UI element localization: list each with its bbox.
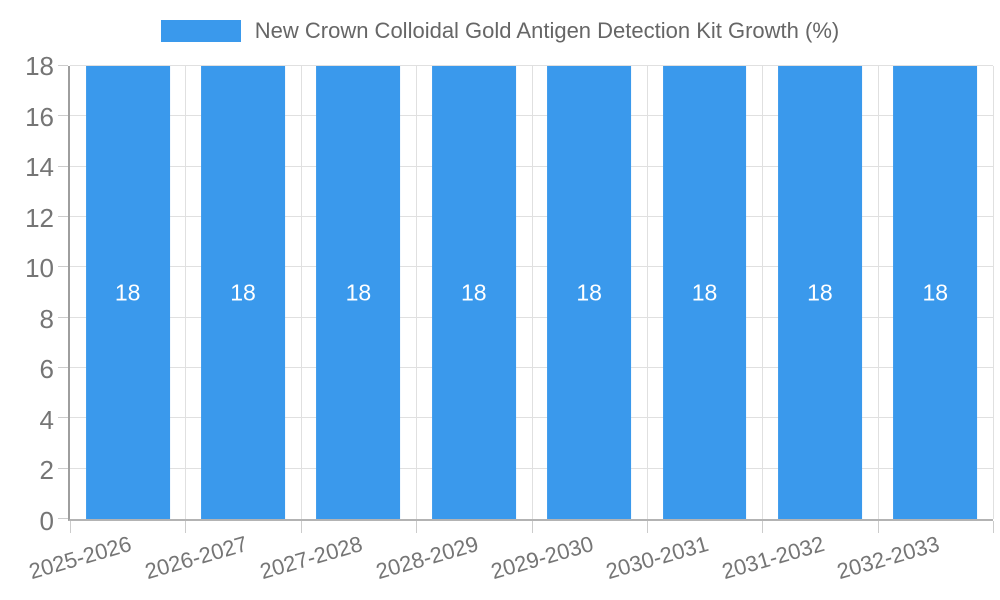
bar[interactable]: 18: [431, 66, 516, 519]
x-axis-tick: [531, 521, 533, 533]
bar[interactable]: 18: [662, 66, 747, 519]
x-tick-label: 2030-2031: [603, 531, 712, 585]
bar[interactable]: 18: [316, 66, 401, 519]
y-axis-tick: [58, 216, 68, 218]
y-axis-labels: 0 2 4 6 8 10 12 14 16 18: [0, 53, 54, 534]
y-axis-tick: [58, 165, 68, 167]
bar[interactable]: 18: [85, 66, 170, 519]
bar-value-label: 18: [345, 279, 372, 305]
x-tick-label: 2026-2027: [141, 531, 250, 585]
bar-category: 18: [301, 66, 416, 519]
gridline-vertical: [300, 66, 302, 519]
gridline-vertical: [993, 66, 994, 519]
bar-value-label: 18: [922, 279, 949, 305]
bar-value-label: 18: [691, 279, 718, 305]
x-axis-tick: [877, 521, 879, 533]
y-axis-tick: [58, 266, 68, 268]
y-tick-label: 4: [39, 404, 54, 435]
bar-category: 18: [647, 66, 762, 519]
x-axis-tick: [416, 521, 418, 533]
y-tick-label: 8: [39, 303, 54, 334]
legend-item[interactable]: New Crown Colloidal Gold Antigen Detecti…: [160, 18, 840, 44]
bar-value-label: 18: [230, 279, 256, 305]
y-tick-label: 18: [25, 51, 54, 81]
x-tick-label: 2032-2033: [834, 531, 943, 585]
bar-category: 18: [416, 66, 531, 519]
gridline-vertical: [416, 66, 418, 519]
gridline-vertical: [185, 66, 187, 519]
bar-category: 18: [878, 66, 993, 519]
y-tick-label: 12: [25, 202, 54, 233]
x-tick-label: 2027-2028: [257, 531, 366, 585]
gridline-vertical: [877, 66, 879, 519]
y-axis-tick: [58, 65, 68, 66]
bar-category: 18: [70, 66, 185, 519]
bar[interactable]: 18: [201, 66, 285, 519]
x-axis-tick: [993, 521, 994, 533]
bar-value-label: 18: [576, 279, 602, 305]
x-axis-tick: [762, 521, 764, 533]
bar-category: 18: [532, 66, 647, 519]
plot-area: 18 18 18 18 18 18 18 18 2025-2026 2026-2027 2027-…: [27, 65, 994, 584]
legend-swatch: [160, 20, 241, 42]
y-axis-tick: [58, 115, 68, 117]
y-axis-tick: [58, 417, 68, 419]
bar[interactable]: 18: [547, 66, 632, 519]
y-axis-tick: [58, 367, 68, 369]
bar-category: 18: [762, 66, 877, 519]
chart-legend: New Crown Colloidal Gold Antigen Detecti…: [0, 18, 1000, 44]
bar-value-label: 18: [114, 279, 141, 305]
y-tick-label: 0: [39, 506, 54, 536]
x-tick-label: 2025-2026: [26, 531, 135, 585]
bar-category: 18: [185, 66, 300, 519]
x-axis-tick: [185, 521, 187, 533]
x-tick-label: 2031-2032: [718, 531, 827, 585]
x-tick-label: 2029-2030: [488, 531, 597, 585]
bar-value-label: 18: [461, 279, 487, 305]
y-tick-label: 6: [39, 354, 54, 385]
gridline-vertical: [762, 66, 764, 519]
y-tick-label: 16: [25, 101, 54, 132]
y-tick-label: 10: [25, 253, 54, 284]
gridline-horizontal: [70, 65, 993, 66]
x-axis-tick: [646, 521, 648, 533]
x-tick-label: 2028-2029: [372, 531, 481, 585]
y-axis-tick: [58, 316, 68, 318]
y-axis-tick: [58, 467, 68, 469]
gridline-vertical: [531, 66, 533, 519]
x-axis-tick: [300, 521, 302, 533]
bar-value-label: 18: [807, 279, 833, 305]
gridline-vertical: [646, 66, 648, 519]
bar[interactable]: 18: [778, 66, 862, 519]
bar[interactable]: 18: [893, 66, 978, 519]
y-tick-label: 2: [39, 455, 54, 486]
bars-row: 18 18 18 18 18 18 18 18: [70, 66, 993, 519]
x-axis-tick: [70, 521, 71, 533]
y-axis-tick: [58, 518, 68, 519]
legend-label: New Crown Colloidal Gold Antigen Detecti…: [254, 18, 840, 43]
y-tick-label: 14: [25, 152, 54, 183]
